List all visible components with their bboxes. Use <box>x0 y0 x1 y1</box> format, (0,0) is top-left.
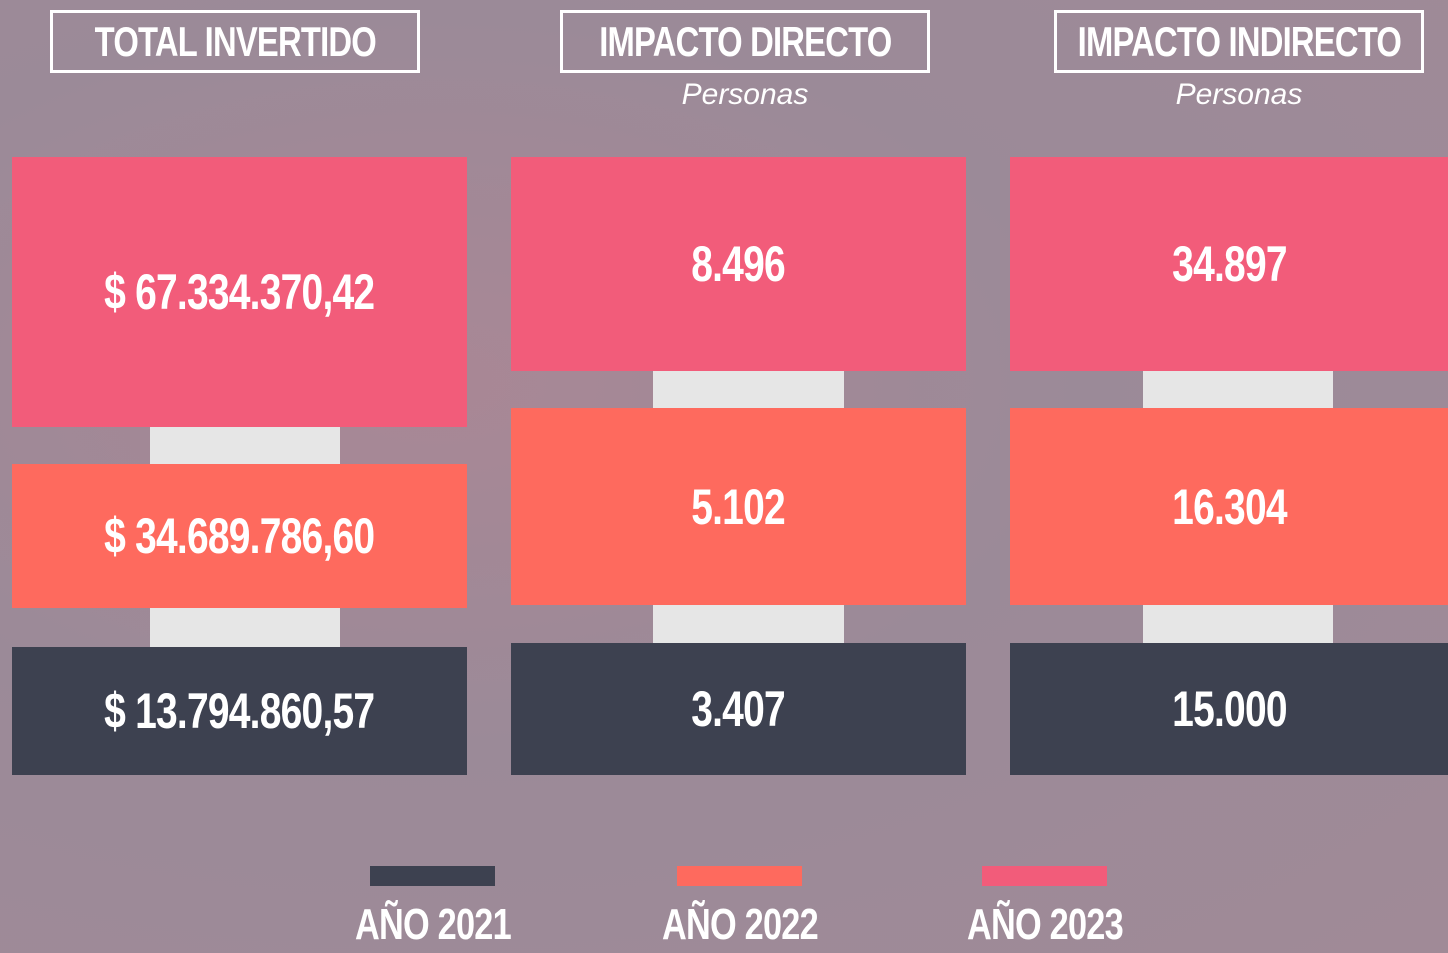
column-subtitle: Personas <box>1054 78 1424 112</box>
column-title: IMPACTO INDIRECTO <box>1054 10 1424 73</box>
value: 34.897 <box>1156 235 1303 293</box>
legend-swatch <box>982 866 1107 886</box>
value-box: $ 67.334.370,42 <box>12 157 467 427</box>
value-box: 5.102 <box>511 408 966 605</box>
value-text: 15.000 <box>1172 680 1287 738</box>
column-subtitle-text: Personas <box>682 78 809 111</box>
value-box: $ 34.689.786,60 <box>12 464 467 608</box>
page: (() => { const data = JSON.parse(documen… <box>0 0 1448 953</box>
value: 5.102 <box>678 478 798 536</box>
column-title-text: TOTAL INVERTIDO <box>94 18 375 66</box>
legend-label: AÑO 2022 <box>617 900 862 950</box>
value-text: 34.897 <box>1172 235 1287 293</box>
legend-label-text: AÑO 2022 <box>662 900 818 950</box>
connector <box>150 427 340 464</box>
value: 16.304 <box>1156 478 1303 536</box>
connector <box>150 608 340 647</box>
value-text: $ 13.794.860,57 <box>104 682 374 740</box>
connector <box>653 371 844 408</box>
value: $ 13.794.860,57 <box>66 682 412 740</box>
legend-label-text: AÑO 2023 <box>967 900 1123 950</box>
value-box: $ 13.794.860,57 <box>12 647 467 775</box>
column-subtitle: Personas <box>560 78 930 112</box>
value: $ 67.334.370,42 <box>66 263 412 321</box>
column-subtitle-text: Personas <box>1176 78 1303 111</box>
legend-swatch <box>370 866 495 886</box>
value-text: 16.304 <box>1172 478 1287 536</box>
value: $ 34.689.786,60 <box>66 507 412 565</box>
value-box: 3.407 <box>511 643 966 775</box>
value-box: 8.496 <box>511 157 966 371</box>
column-title-text: IMPACTO INDIRECTO <box>1077 18 1400 66</box>
column-title: TOTAL INVERTIDO <box>50 10 420 73</box>
value-box: 15.000 <box>1010 643 1448 775</box>
value-text: $ 67.334.370,42 <box>104 263 374 321</box>
column-title-text: IMPACTO DIRECTO <box>599 18 891 66</box>
value-box: 34.897 <box>1010 157 1448 371</box>
value-text: 8.496 <box>692 235 786 293</box>
value-box: 16.304 <box>1010 408 1448 605</box>
value: 3.407 <box>678 680 798 738</box>
value-text: 5.102 <box>692 478 786 536</box>
value-text: $ 34.689.786,60 <box>104 507 374 565</box>
value: 8.496 <box>678 235 798 293</box>
connector <box>1143 605 1333 643</box>
connector <box>653 605 844 643</box>
column-title: IMPACTO DIRECTO <box>560 10 930 73</box>
legend-label: AÑO 2023 <box>922 900 1167 950</box>
value: 15.000 <box>1156 680 1303 738</box>
value-text: 3.407 <box>692 680 786 738</box>
legend-swatch <box>677 866 802 886</box>
connector <box>1143 371 1333 408</box>
legend-label-text: AÑO 2021 <box>355 900 511 950</box>
legend-label: AÑO 2021 <box>310 900 555 950</box>
